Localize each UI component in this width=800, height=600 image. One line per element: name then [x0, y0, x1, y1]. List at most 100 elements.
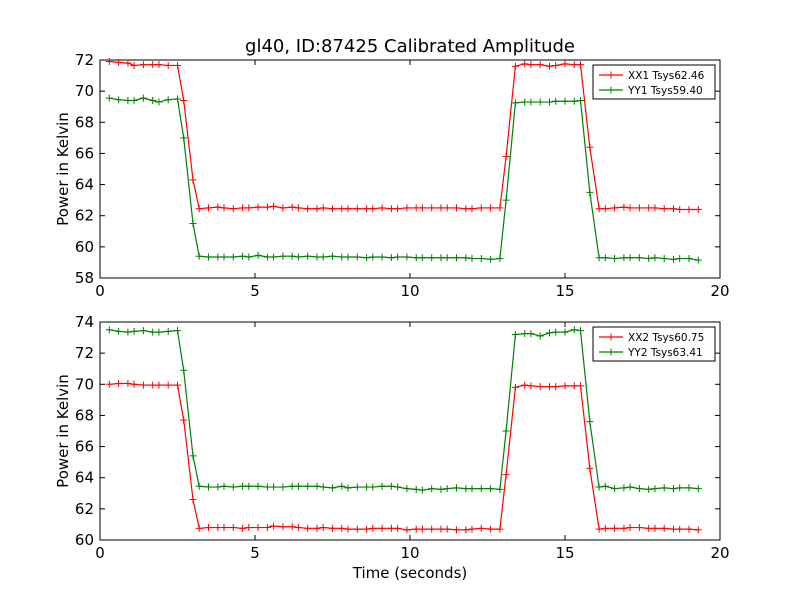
data-point: [294, 482, 302, 490]
data-point: [254, 203, 262, 211]
x-tick-label: 20: [710, 282, 729, 300]
data-point: [174, 95, 181, 103]
data-point: [174, 327, 181, 335]
data-point: [502, 196, 510, 204]
data-point: [195, 252, 203, 260]
data-point: [611, 524, 619, 532]
data-point: [130, 327, 138, 335]
y-axis-label: Power in Kelvin: [54, 374, 72, 488]
data-point: [263, 253, 271, 261]
data-point: [329, 205, 336, 213]
data-point: [124, 380, 132, 388]
y-axis-label: Power in Kelvin: [54, 112, 72, 226]
data-point: [149, 96, 157, 104]
data-point: [570, 97, 578, 105]
x-tick-label: 0: [95, 282, 105, 300]
data-point: [443, 204, 451, 212]
data-point: [139, 61, 147, 69]
data-point: [254, 251, 262, 259]
data-point: [363, 205, 371, 213]
data-point: [155, 381, 163, 389]
y-tick-label: 60: [75, 531, 94, 549]
data-point: [477, 255, 485, 263]
data-point: [685, 525, 693, 533]
data-point: [294, 253, 302, 261]
data-point: [313, 205, 321, 213]
data-point: [418, 254, 426, 262]
data-point: [651, 485, 659, 493]
data-point: [189, 176, 197, 184]
legend-label: XX1 Tsys62.46: [628, 70, 705, 82]
data-point: [502, 471, 510, 479]
chart-title: gl40, ID:87425 Calibrated Amplitude: [245, 36, 575, 57]
data-point: [338, 205, 346, 213]
data-point: [546, 329, 553, 337]
data-point: [502, 427, 510, 435]
top-panel: 0 5 10 15 20 58 60 62 64 66 68 70 72 Power in Kelvin X…: [54, 51, 730, 300]
data-point: [115, 58, 123, 66]
legend-label: YY2 Tsys63.41: [627, 347, 703, 359]
data-point: [660, 255, 668, 263]
data-point: [570, 61, 578, 69]
data-point: [189, 452, 197, 460]
x-tick-label: 20: [710, 544, 729, 562]
data-point: [694, 205, 702, 213]
data-point: [369, 253, 377, 261]
y-tick-label: 70: [75, 82, 94, 100]
data-point: [477, 485, 485, 493]
data-point: [611, 204, 619, 212]
data-point: [270, 522, 278, 530]
x-tick-label: 10: [400, 282, 419, 300]
data-point: [521, 330, 529, 338]
data-point: [214, 203, 222, 211]
data-point: [595, 254, 603, 262]
data-point: [195, 482, 203, 490]
data-point: [527, 98, 535, 106]
data-point: [279, 483, 287, 491]
data-point: [660, 484, 668, 492]
data-point: [428, 525, 436, 533]
data-point: [174, 381, 181, 389]
data-point: [319, 483, 327, 491]
y-tick-label: 70: [75, 375, 94, 393]
data-point: [477, 524, 485, 532]
data-point: [130, 380, 138, 388]
data-point: [239, 252, 247, 260]
data-point: [139, 327, 147, 335]
data-point: [344, 253, 352, 261]
bottom-panel: 0 5 10 15 20 60 62 64 66 68 70 72 74 Power in Kelvin T…: [54, 313, 730, 582]
data-point: [694, 526, 702, 534]
x-tick-label: 5: [250, 544, 260, 562]
data-point: [155, 61, 163, 69]
data-point: [645, 255, 653, 263]
data-point: [229, 524, 237, 532]
data-point: [462, 526, 470, 534]
legend-box: [592, 64, 716, 100]
data-point: [521, 381, 529, 389]
data-point: [527, 330, 535, 338]
data-point: [601, 254, 609, 262]
data-point: [660, 524, 668, 532]
data-point: [418, 204, 426, 212]
data-point: [288, 482, 296, 490]
data-point: [189, 496, 197, 504]
data-point: [319, 204, 327, 212]
data-point: [304, 482, 312, 490]
data-point: [378, 524, 386, 532]
data-point: [546, 98, 553, 106]
data-point: [239, 204, 247, 212]
data-point: [270, 202, 278, 210]
data-point: [239, 482, 247, 490]
x-axis-label: Time (seconds): [352, 564, 468, 582]
data-point: [164, 381, 172, 389]
data-point: [174, 61, 181, 69]
data-point: [214, 253, 222, 261]
data-point: [645, 524, 653, 532]
data-point: [412, 254, 420, 262]
data-point: [577, 61, 584, 69]
data-point: [403, 526, 411, 534]
data-point: [220, 524, 228, 532]
data-point: [651, 524, 659, 532]
data-point: [329, 524, 336, 532]
data-point: [329, 484, 336, 492]
